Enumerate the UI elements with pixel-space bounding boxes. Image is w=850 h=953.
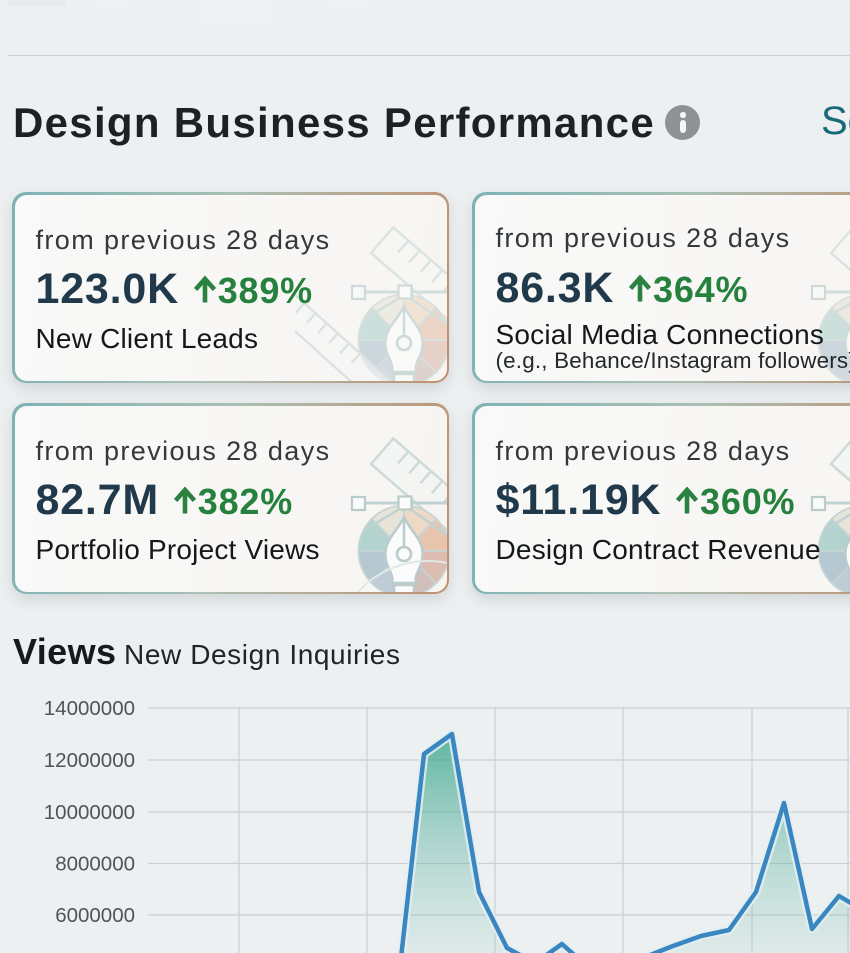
svg-text:10000000: 10000000 (44, 801, 135, 824)
svg-text:14000000: 14000000 (44, 697, 135, 720)
svg-text:12000000: 12000000 (44, 749, 135, 772)
svg-text:8000000: 8000000 (55, 853, 135, 876)
svg-text:6000000: 6000000 (55, 904, 135, 927)
